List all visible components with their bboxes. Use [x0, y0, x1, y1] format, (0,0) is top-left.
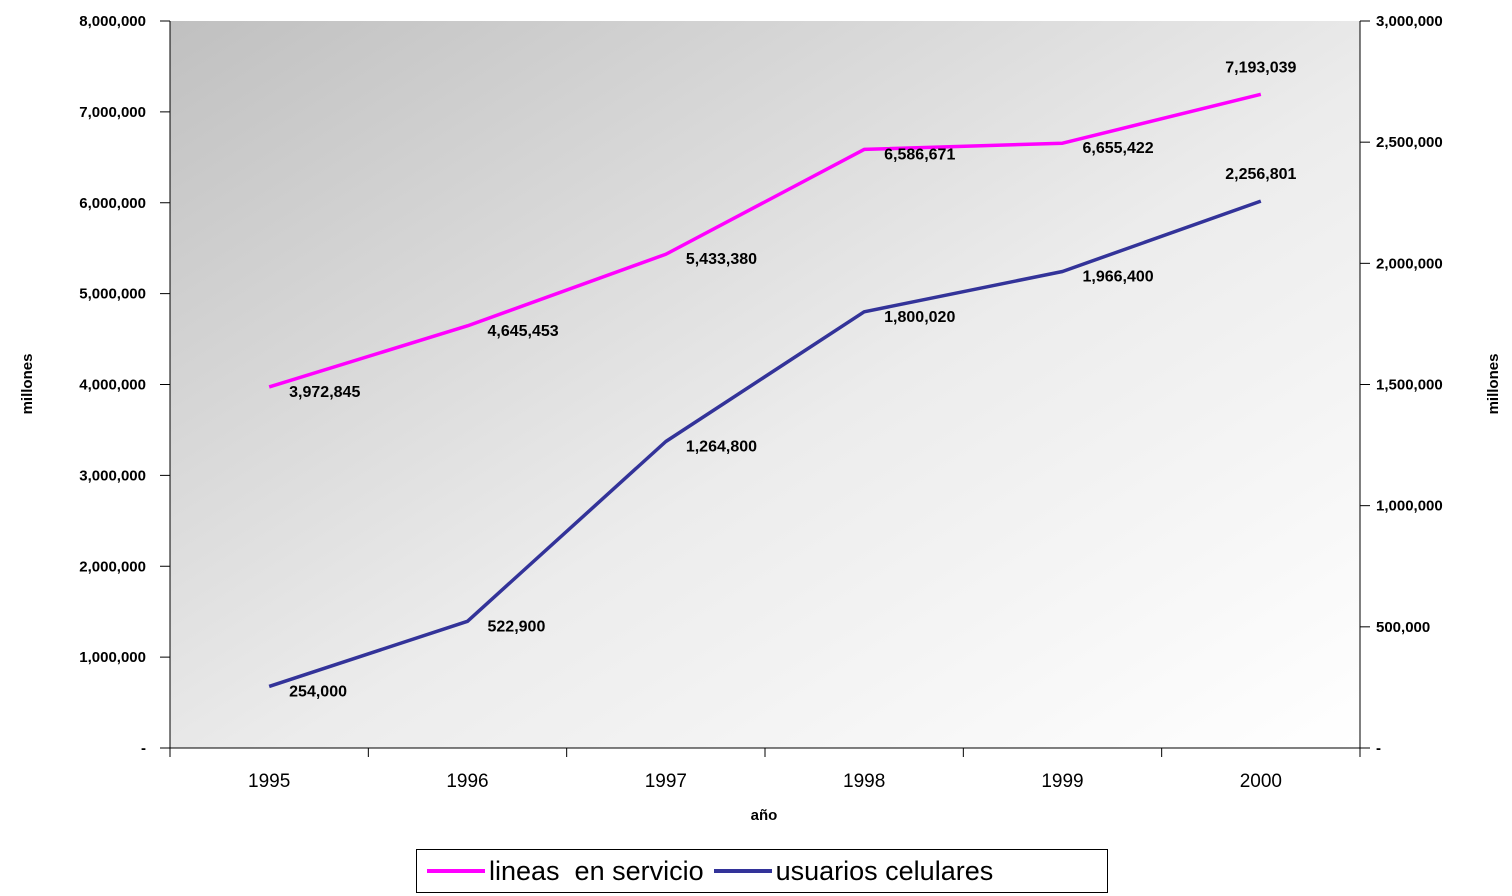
x-tick-label: 2000 — [1240, 771, 1282, 792]
x-tick-label: 1996 — [446, 771, 488, 792]
y-tick-label-left: 5,000,000 — [79, 286, 146, 303]
y-tick-label-left: 3,000,000 — [79, 467, 146, 484]
y-tick-label-right: 3,000,000 — [1376, 13, 1443, 30]
data-label: 254,000 — [289, 683, 347, 700]
y-tick-label-right: 2,000,000 — [1376, 255, 1443, 272]
legend-label-celulares: usuarios celulares — [775, 855, 994, 886]
y-tick-label-left: 8,000,000 — [79, 13, 146, 30]
y-tick-label-right: - — [1376, 740, 1381, 757]
data-label: 3,972,845 — [289, 384, 360, 401]
x-tick-label: 1995 — [248, 771, 290, 792]
data-label: 4,645,453 — [488, 323, 559, 340]
x-axis-title: año — [751, 807, 778, 824]
y-tick-label-left: 6,000,000 — [79, 195, 146, 212]
y-tick-label-right: 500,000 — [1376, 619, 1430, 636]
legend-item-celulares: usuarios celulares — [713, 855, 994, 887]
data-label: 522,900 — [488, 618, 546, 635]
y-tick-label-right: 1,000,000 — [1376, 498, 1443, 515]
data-label: 5,433,380 — [686, 251, 757, 268]
data-label: 6,655,422 — [1083, 140, 1154, 157]
x-tick-label: 1997 — [645, 771, 687, 792]
y-tick-label-right: 2,500,000 — [1376, 134, 1443, 151]
plot-area — [170, 21, 1360, 748]
legend-item-lineas: lineas en servicio — [427, 856, 704, 887]
series-line-0 — [268, 92, 1262, 389]
data-label: 7,193,039 — [1225, 59, 1296, 76]
data-label: 2,256,801 — [1225, 166, 1296, 183]
data-label: 6,586,671 — [884, 146, 955, 163]
y-tick-label-left: 7,000,000 — [79, 104, 146, 121]
legend: lineas en servicio usuarios celulares — [416, 849, 1108, 893]
x-tick-label: 1999 — [1041, 771, 1083, 792]
y-tick-label-left: - — [141, 740, 146, 757]
data-label: 1,800,020 — [884, 309, 955, 326]
data-label: 1,966,400 — [1083, 268, 1154, 285]
x-tick-label: 1998 — [843, 771, 885, 792]
y-tick-label-left: 1,000,000 — [79, 649, 146, 666]
y-axis-title-right: millones — [1485, 354, 1502, 415]
series-line-1 — [268, 199, 1262, 689]
data-label: 1,264,800 — [686, 438, 757, 455]
y-tick-label-left: 2,000,000 — [79, 558, 146, 575]
y-tick-label-left: 4,000,000 — [79, 377, 146, 394]
legend-swatch-lineas — [427, 869, 485, 873]
legend-swatch-celulares — [713, 869, 772, 873]
legend-label-lineas: lineas en servicio — [489, 855, 704, 886]
y-axis-title-left: millones — [19, 354, 36, 415]
y-tick-label-right: 1,500,000 — [1376, 377, 1443, 394]
